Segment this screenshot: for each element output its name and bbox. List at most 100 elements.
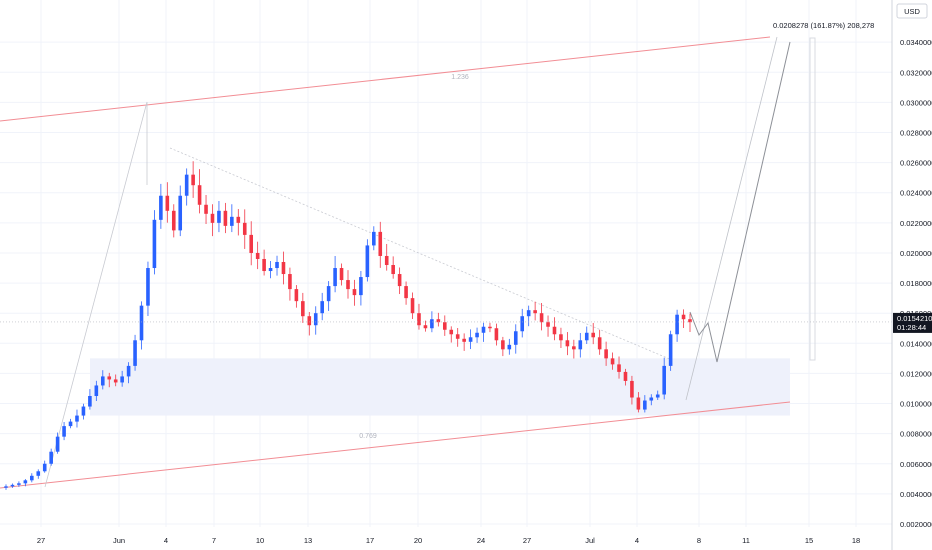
y-tick-label: 0.0080000 [900, 430, 932, 439]
candle-body [436, 319, 441, 323]
candle-body [636, 397, 641, 410]
support-zone [90, 358, 790, 416]
x-tick-label: 17 [366, 536, 374, 545]
candle-body [488, 326, 492, 329]
candle-body [55, 436, 60, 452]
candle-body [455, 334, 460, 339]
candle-body [204, 204, 208, 214]
candle-body [146, 268, 150, 306]
candle-body [171, 210, 176, 231]
x-tick-label: 10 [256, 536, 264, 545]
candle-body [152, 219, 157, 269]
currency-button-box[interactable] [896, 3, 928, 19]
extension-line [685, 36, 778, 401]
time-axis[interactable]: 27 Jun 4 7 10 13 17 20 24 27 Jul 4 8 11 15 18 [37, 536, 860, 545]
candle-body [623, 371, 628, 381]
candle-body [404, 286, 408, 299]
candle-body [333, 268, 337, 287]
fib-label-upper: 1.236 [451, 74, 469, 81]
candle-body [178, 195, 183, 231]
candle-body [442, 322, 447, 330]
candle-body [120, 376, 124, 383]
y-tick-label: 0.0240000 [900, 189, 932, 198]
candle-body [126, 365, 131, 377]
candle-body [365, 245, 370, 278]
candle-body [475, 332, 479, 338]
candle-body [210, 213, 215, 223]
candle-body [501, 340, 505, 350]
candle-body [584, 332, 589, 341]
candle-body [236, 216, 241, 223]
candle-body [552, 326, 557, 335]
candle-body [346, 280, 350, 290]
x-tick-label: 15 [805, 536, 813, 545]
candle-body [36, 471, 41, 476]
price-channel [0, 36, 791, 489]
candle-body [352, 289, 357, 296]
descending-trendline [169, 147, 673, 361]
x-tick-label: Jul [585, 536, 595, 545]
candle-body [430, 319, 434, 329]
x-tick-label: 4 [635, 536, 639, 545]
y-tick-label: 0.0180000 [900, 279, 932, 288]
candle-body [242, 222, 247, 235]
candle-body [184, 174, 189, 196]
x-tick-label: 20 [414, 536, 422, 545]
projection-lines [44, 36, 816, 488]
y-tick-label: 0.0060000 [900, 460, 932, 469]
candle-body [468, 337, 473, 342]
channel-lower-line [0, 401, 791, 489]
candle-body [75, 415, 79, 422]
candle-body [107, 376, 112, 380]
x-tick-label: 13 [304, 536, 312, 545]
x-tick-label: 4 [164, 536, 168, 545]
candle-body [81, 406, 86, 416]
candle-body [320, 301, 324, 314]
candle-body [275, 261, 279, 269]
candle-body [94, 385, 99, 397]
candle-body [372, 231, 376, 246]
candle-body [378, 231, 383, 256]
y-tick-label: 0.0140000 [900, 339, 932, 348]
y-tick-label: 0.0120000 [900, 369, 932, 378]
candle-body [384, 255, 389, 266]
candle-body [546, 322, 550, 327]
candle-body [520, 316, 525, 332]
candle-body [217, 210, 221, 223]
candle-body [675, 314, 679, 335]
candle-body [591, 332, 596, 338]
candle-body [307, 316, 312, 326]
candle-body [100, 376, 105, 386]
candle-body [88, 396, 92, 407]
candle-body [572, 346, 576, 350]
target-annotation: 0.0208278 (161.87%) 208,278 [773, 21, 874, 30]
price-axis[interactable]: 0.0020000 0.0040000 0.0060000 0.0080000 0.01… [900, 38, 932, 529]
candle-body [391, 265, 395, 275]
candle-body [255, 252, 260, 259]
x-tick-label: 18 [852, 536, 860, 545]
candle-body [23, 480, 28, 484]
candle-body [617, 364, 621, 372]
candle-body [17, 483, 21, 485]
candle-body [649, 397, 654, 401]
candle-body [10, 484, 15, 487]
candle-body [301, 301, 305, 317]
candle-body [68, 421, 73, 427]
currency-button[interactable]: USD [896, 3, 928, 19]
x-tick-label: 7 [212, 536, 216, 545]
candle-body [417, 313, 421, 326]
candle-body [533, 310, 537, 314]
candle-body [49, 451, 53, 464]
price-tag-box [893, 312, 932, 333]
measure-bar [809, 37, 816, 361]
candle-body [159, 195, 163, 220]
candle-body [139, 305, 144, 341]
y-tick-label: 0.0020000 [900, 520, 932, 529]
candle-body [526, 310, 531, 317]
candle-body [113, 379, 118, 383]
candle-body [4, 486, 8, 488]
y-tick-label: 0.0220000 [900, 219, 932, 228]
candle-body [423, 325, 428, 329]
candle-body [165, 195, 170, 211]
